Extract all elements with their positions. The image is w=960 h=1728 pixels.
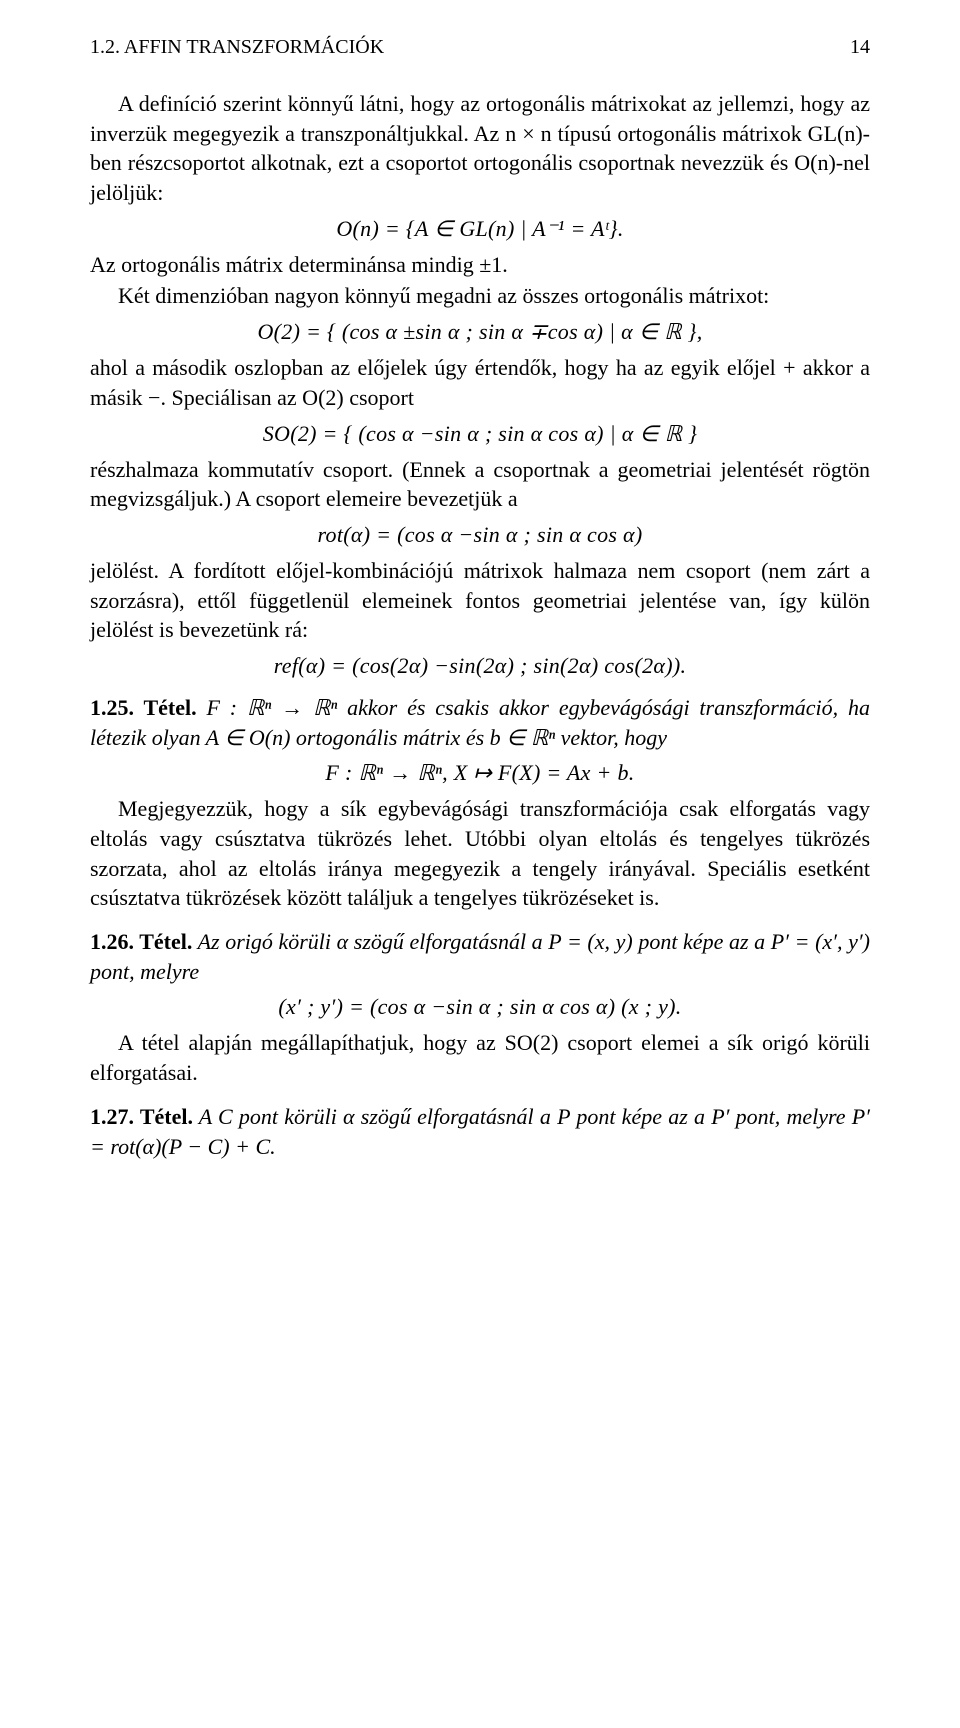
equation-5: ref(α) = (cos(2α) −sin(2α) ; sin(2α) cos… (90, 653, 870, 679)
page-header: 1.2. AFFIN TRANSZFORMÁCIÓK 14 (90, 36, 870, 59)
theorem-127: 1.27. Tétel. A C pont körüli α szögű elf… (90, 1102, 870, 1161)
equation-2: O(2) = { (cos α ±sin α ; sin α ∓cos α) |… (90, 319, 870, 345)
paragraph-1: A definíció szerint könnyű látni, hogy a… (90, 89, 870, 208)
paragraph-5: részhalmaza kommutatív csoport. (Ennek a… (90, 455, 870, 514)
paragraph-4: ahol a második oszlopban az előjelek úgy… (90, 353, 870, 412)
theorem-125-body: F : ℝⁿ → ℝⁿ akkor és csakis akkor egybev… (90, 695, 870, 750)
paragraph-7: Megjegyezzük, hogy a sík egybevágósági t… (90, 794, 870, 913)
equation-6: F : ℝⁿ → ℝⁿ, X ↦ F(X) = Ax + b. (90, 760, 870, 786)
page: 1.2. AFFIN TRANSZFORMÁCIÓK 14 A definíci… (0, 0, 960, 1213)
paragraph-2: Az ortogonális mátrix determinánsa mindi… (90, 250, 870, 280)
theorem-125-head: 1.25. Tétel. (90, 695, 197, 720)
paragraph-3: Két dimenzióban nagyon könnyű megadni az… (90, 281, 870, 311)
theorem-126-head: 1.26. Tétel. (90, 929, 192, 954)
theorem-127-head: 1.27. Tétel. (90, 1104, 193, 1129)
theorem-126: 1.26. Tétel. Az origó körüli α szögű elf… (90, 927, 870, 986)
equation-3: SO(2) = { (cos α −sin α ; sin α cos α) |… (90, 421, 870, 447)
header-left: 1.2. AFFIN TRANSZFORMÁCIÓK (90, 36, 384, 59)
paragraph-8: A tétel alapján megállapíthatjuk, hogy a… (90, 1028, 870, 1087)
equation-4: rot(α) = (cos α −sin α ; sin α cos α) (90, 522, 870, 548)
theorem-125: 1.25. Tétel. F : ℝⁿ → ℝⁿ akkor és csakis… (90, 693, 870, 752)
equation-7: (x′ ; y′) = (cos α −sin α ; sin α cos α)… (90, 994, 870, 1020)
theorem-127-body: A C pont körüli α szögű elforgatásnál a … (90, 1104, 870, 1159)
paragraph-6: jelölést. A fordított előjel-kombinációj… (90, 556, 870, 645)
theorem-126-body: Az origó körüli α szögű elforgatásnál a … (90, 929, 870, 984)
equation-1: O(n) = {A ∈ GL(n) | A⁻¹ = Aᵗ}. (90, 216, 870, 242)
header-page-number: 14 (850, 36, 870, 59)
